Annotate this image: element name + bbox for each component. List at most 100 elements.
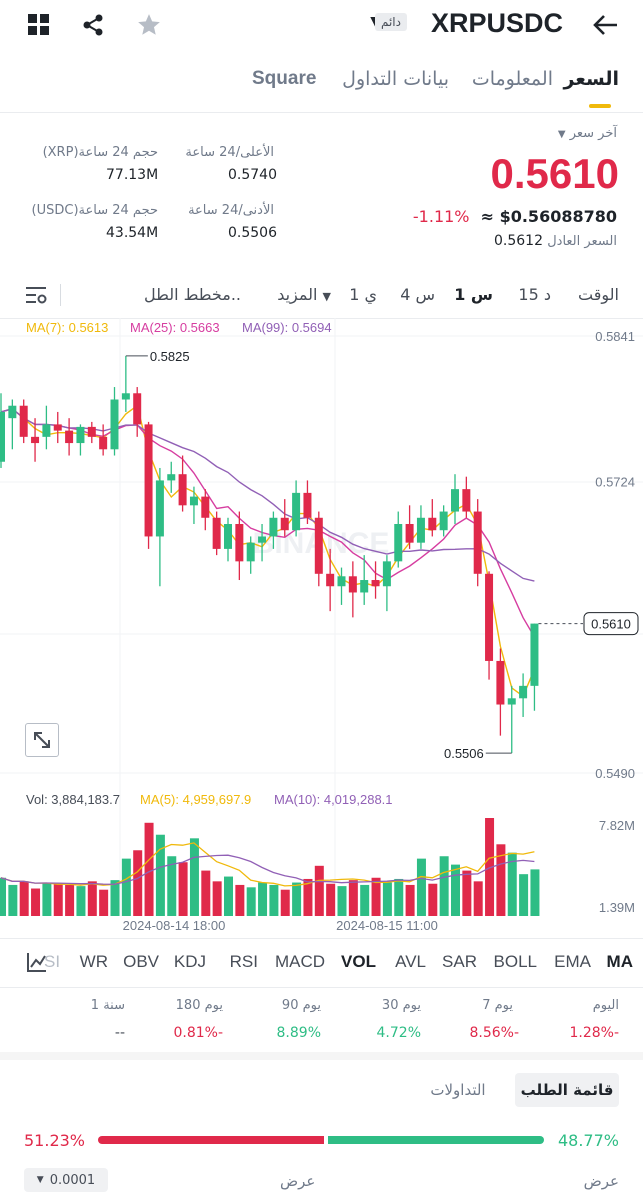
ma99-legend: MA(99): 0.5694	[242, 320, 332, 335]
ask-ratio-fill	[98, 1136, 324, 1144]
expand-icon[interactable]	[25, 723, 59, 757]
bid-ratio-fill	[328, 1136, 544, 1144]
ind-kdj[interactable]: KDJ	[173, 952, 206, 971]
last-price: 0.5610	[490, 150, 619, 197]
tf-time[interactable]: الوقت	[578, 285, 619, 304]
candle-body	[371, 580, 380, 587]
candle-body	[314, 517, 323, 574]
volume-bar	[246, 887, 256, 916]
chart-type-selector[interactable]: مخطط الطل..	[143, 285, 241, 304]
candle-body	[258, 536, 267, 543]
y-tick-label: 0.5490	[595, 766, 635, 781]
candle-body	[65, 430, 74, 444]
high-24h-value: 0.5740	[228, 167, 277, 183]
ind-vol[interactable]: VOL	[341, 952, 376, 971]
vol-legend: Vol: 3,884,183.7	[26, 792, 120, 807]
usd-value: ≈ $0.56088780	[480, 207, 617, 226]
vol-ma5-legend: MA(5): 4,959,697.9	[140, 792, 252, 807]
low-24h-value: 0.5506	[228, 225, 277, 241]
volume-bar	[314, 865, 324, 916]
volume-bar	[189, 838, 199, 916]
ratio-bar	[98, 1136, 544, 1144]
price-change-row: -1.11% ≈ $0.56088780	[413, 207, 617, 226]
vol-usdc-value: 43.54M	[106, 225, 159, 241]
candle-body	[519, 685, 528, 699]
indicator-chart-icon[interactable]	[26, 951, 48, 977]
volume-bar	[99, 889, 109, 916]
ind-wr[interactable]: WR	[79, 952, 108, 971]
candle-body	[348, 576, 357, 593]
candle-body	[53, 424, 62, 431]
volume-bar	[439, 856, 449, 916]
candle-body	[360, 580, 369, 593]
tf-more[interactable]: المزيد ▼	[277, 285, 331, 304]
tab-trading-data[interactable]: بيانات التداول	[342, 68, 449, 90]
last-price-selector[interactable]: آخر سعر ▼	[557, 126, 617, 141]
tf-4h[interactable]: 4 س	[400, 285, 435, 304]
star-icon[interactable]	[134, 10, 164, 40]
pair-title[interactable]: XRPUSDC	[430, 8, 563, 38]
perf-label-today: اليوم	[592, 998, 619, 1013]
volume-bar	[19, 881, 29, 916]
candle-body	[303, 492, 312, 518]
ind-ema[interactable]: EMA	[554, 952, 591, 971]
y-tick-label: 0.5724	[595, 475, 635, 490]
perf-value-1y: --	[114, 1025, 125, 1041]
current-price-box	[583, 612, 639, 636]
candle-body	[76, 426, 85, 444]
volume-bar	[133, 850, 143, 916]
precision-selector[interactable]: ▼ 0.0001	[24, 1168, 108, 1192]
ind-si[interactable]: SI	[44, 952, 61, 971]
candle-body	[133, 393, 142, 425]
tab-price[interactable]: السعر	[563, 68, 619, 90]
tab-square[interactable]: Square	[252, 68, 317, 89]
ind-avl[interactable]: AVL	[395, 952, 426, 971]
high-24h-label: الأعلى/24 ساعة	[185, 145, 274, 160]
candle-body	[439, 511, 448, 531]
perf-label-7d: 7 يوم	[482, 998, 513, 1013]
vol-usdc-label: حجم 24 ساعة(USDC)	[31, 203, 159, 218]
candle-body	[99, 436, 108, 450]
ind-obv[interactable]: OBV	[123, 952, 159, 971]
ind-boll[interactable]: BOLL	[493, 952, 537, 971]
volume-bar	[416, 858, 426, 916]
perf-value-today: 1.28%-	[569, 1025, 619, 1041]
candle-body	[167, 474, 176, 481]
grid-icon[interactable]	[24, 10, 54, 40]
chart-settings-icon[interactable]	[24, 284, 48, 310]
volume-bar	[144, 822, 154, 916]
ind-rsi[interactable]: RSI	[229, 952, 258, 971]
candle-body	[496, 660, 505, 705]
tf-1d[interactable]: 1 ي	[349, 285, 377, 304]
back-arrow-icon[interactable]	[591, 10, 621, 40]
candle-body	[326, 573, 335, 587]
tab-orderbook[interactable]: قائمة الطلب	[515, 1073, 619, 1107]
volume-bar	[473, 881, 483, 916]
perf-value-180d: 0.81%-	[173, 1025, 223, 1041]
tf-1h[interactable]: 1 س	[454, 285, 493, 304]
volume-bar	[371, 877, 381, 916]
candle-body	[507, 698, 516, 705]
volume-bar	[155, 834, 165, 916]
candle-body	[144, 424, 153, 537]
candle-body	[212, 517, 221, 549]
ind-sar[interactable]: SAR	[442, 952, 477, 971]
tab-info[interactable]: المعلومات	[471, 68, 553, 90]
volume-bar	[178, 862, 188, 916]
volume-bar	[121, 858, 131, 916]
tab-trades[interactable]: التداولات	[430, 1081, 486, 1099]
candle-body	[87, 426, 96, 437]
volume-bar	[258, 882, 268, 916]
candle-body	[235, 523, 244, 562]
volume-bar	[394, 878, 404, 916]
indicator-bar: MA EMA BOLL SAR AVL VOL MACD RSI KDJ OBV…	[0, 938, 643, 988]
ind-ma[interactable]: MA	[606, 952, 633, 971]
candle-body	[189, 496, 198, 506]
tf-15m[interactable]: 15 د	[518, 285, 551, 304]
candle-body	[201, 496, 210, 518]
share-icon[interactable]	[78, 10, 108, 40]
volume-bar	[360, 884, 370, 916]
low-24h-label: الأدنى/24 ساعة	[188, 203, 274, 218]
ind-macd[interactable]: MACD	[274, 952, 325, 971]
